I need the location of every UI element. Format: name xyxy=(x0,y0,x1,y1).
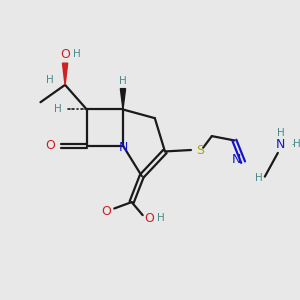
Text: H: H xyxy=(119,76,127,85)
Text: H: H xyxy=(277,128,285,138)
Polygon shape xyxy=(120,88,126,110)
Text: N: N xyxy=(276,138,285,151)
Text: H: H xyxy=(74,50,81,59)
Polygon shape xyxy=(62,63,68,85)
Text: O: O xyxy=(60,48,70,61)
Text: S: S xyxy=(196,143,204,157)
Text: H: H xyxy=(293,139,300,149)
Text: O: O xyxy=(46,139,56,152)
Text: N: N xyxy=(232,153,242,166)
Text: H: H xyxy=(54,104,62,115)
Text: O: O xyxy=(101,205,111,218)
Text: H: H xyxy=(255,173,262,183)
Text: H: H xyxy=(157,213,164,223)
Text: H: H xyxy=(46,75,54,85)
Text: -: - xyxy=(291,140,295,149)
Text: N: N xyxy=(118,141,128,154)
Text: O: O xyxy=(144,212,154,224)
